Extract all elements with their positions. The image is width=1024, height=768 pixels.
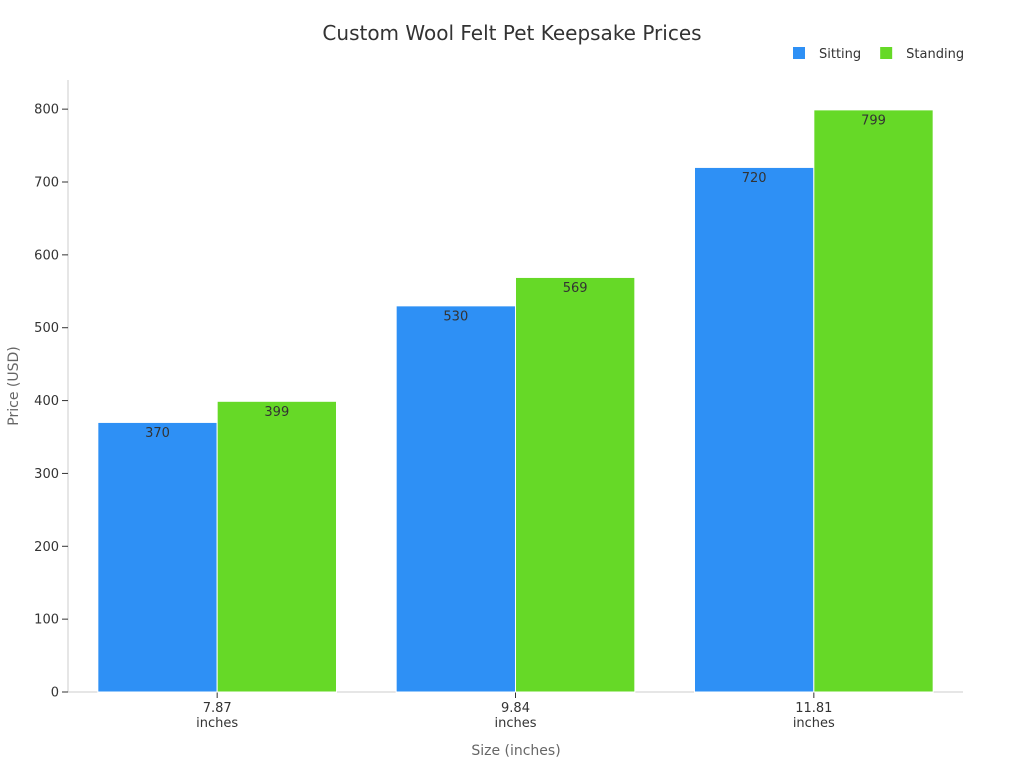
x-axis-label: Size (inches) (471, 743, 560, 759)
y-tick-label: 0 (51, 686, 59, 701)
y-axis: 0 100 200 300 400 500 600 700 800 (34, 80, 69, 701)
data-label: 399 (264, 405, 289, 420)
y-tick-label: 500 (34, 321, 59, 336)
data-label: 530 (443, 309, 468, 324)
y-tick-label: 400 (34, 394, 59, 409)
legend-swatch (793, 47, 805, 59)
legend-label: Standing (906, 47, 964, 62)
x-tick-label: 9.84 (501, 701, 530, 716)
y-tick-label: 100 (34, 613, 59, 628)
bar-standing (813, 109, 934, 693)
x-tick-label: 11.81 (795, 701, 832, 716)
y-tick-label: 200 (34, 540, 59, 555)
legend: Sitting Standing (793, 47, 964, 62)
data-label: 720 (742, 171, 767, 186)
legend-label: Sitting (819, 47, 861, 62)
bar-sitting (395, 305, 516, 693)
bar-standing (515, 276, 636, 693)
data-labels: 370 399 530 569 720 799 (145, 113, 886, 441)
x-tick-label: inches (196, 716, 238, 731)
data-label: 370 (145, 426, 170, 441)
y-tick-label: 600 (34, 248, 59, 263)
y-tick-label: 300 (34, 467, 59, 482)
y-axis-label: Price (USD) (6, 346, 22, 425)
data-label: 569 (563, 281, 588, 296)
data-label: 799 (861, 113, 886, 128)
bars (97, 109, 934, 693)
bar-standing (216, 400, 338, 693)
legend-swatch (880, 47, 893, 59)
chart-title: Custom Wool Felt Pet Keepsake Prices (322, 21, 701, 45)
x-tick-label: 7.87 (203, 701, 232, 716)
bar-sitting (694, 166, 815, 693)
bar-sitting (97, 421, 218, 693)
x-tick-label: inches (793, 716, 835, 731)
y-tick-label: 800 (34, 103, 59, 118)
x-tick-label: inches (494, 716, 536, 731)
y-tick-label: 700 (34, 176, 59, 191)
